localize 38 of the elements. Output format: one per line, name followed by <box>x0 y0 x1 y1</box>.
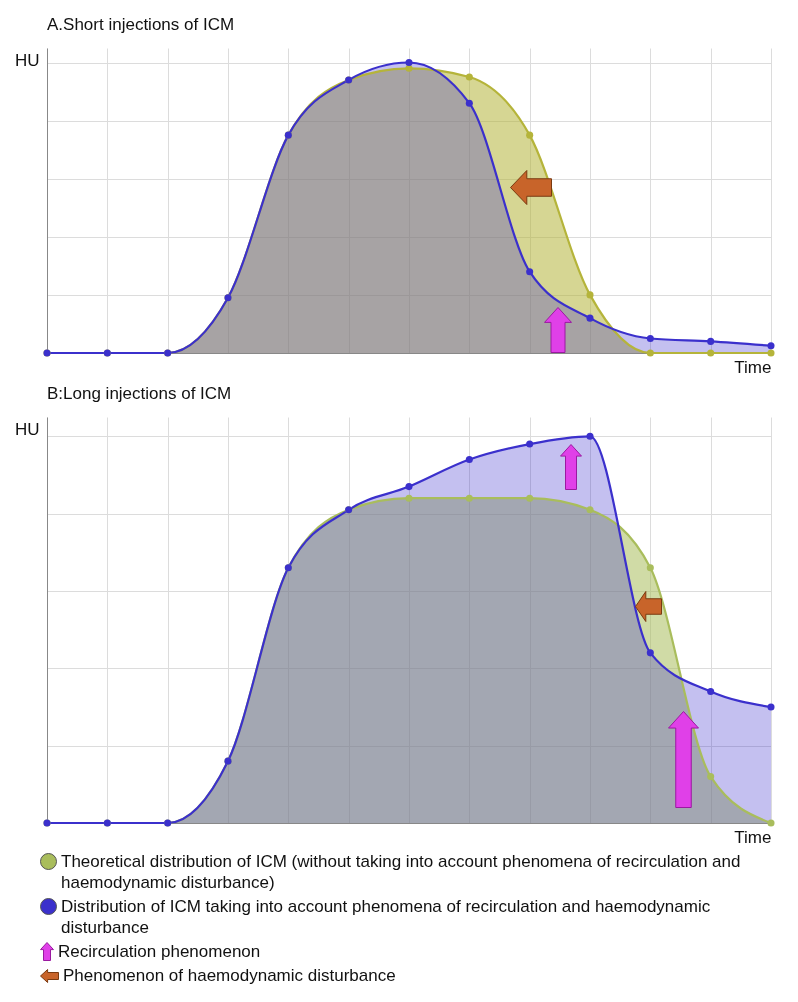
text: Recirculation phenomenon <box>58 941 261 962</box>
point <box>586 506 594 514</box>
point <box>465 494 473 502</box>
point <box>707 337 715 345</box>
point <box>465 99 473 107</box>
point <box>526 268 534 276</box>
point <box>707 688 715 696</box>
point <box>646 649 654 657</box>
point <box>767 703 775 711</box>
point <box>526 440 534 448</box>
chart-title: B:Long injections of ICM <box>47 384 232 403</box>
point <box>405 483 413 491</box>
point <box>586 432 594 440</box>
point <box>586 314 594 322</box>
legend-label: Theoretical distribution of ICM (without taking into account phenomena of recirculation and haemodynamic disturbance) <box>61 851 742 893</box>
y-axis-title: HU <box>14 50 40 70</box>
point <box>465 456 473 464</box>
point <box>767 819 775 827</box>
x-axis-title: Time <box>734 827 772 847</box>
point <box>646 564 654 572</box>
text: Phenomenon of haemodynamic disturbance <box>63 965 396 986</box>
point <box>707 773 715 781</box>
point <box>767 342 775 350</box>
point <box>646 349 654 357</box>
point <box>707 349 715 357</box>
point <box>767 349 775 357</box>
x-axis-title: Time <box>734 357 772 377</box>
point <box>646 334 654 343</box>
y-axis-title: HU <box>14 419 40 439</box>
legend-label: Distribution of ICM taking into account phenomena of recirculation and haemodynamic disturbance <box>61 896 712 938</box>
point <box>526 494 534 502</box>
point <box>465 73 473 81</box>
point <box>405 58 413 67</box>
point <box>405 64 413 72</box>
chart-title: A.Short injections of ICM <box>47 15 235 34</box>
point <box>586 291 594 299</box>
point <box>526 131 534 139</box>
point <box>405 494 413 502</box>
